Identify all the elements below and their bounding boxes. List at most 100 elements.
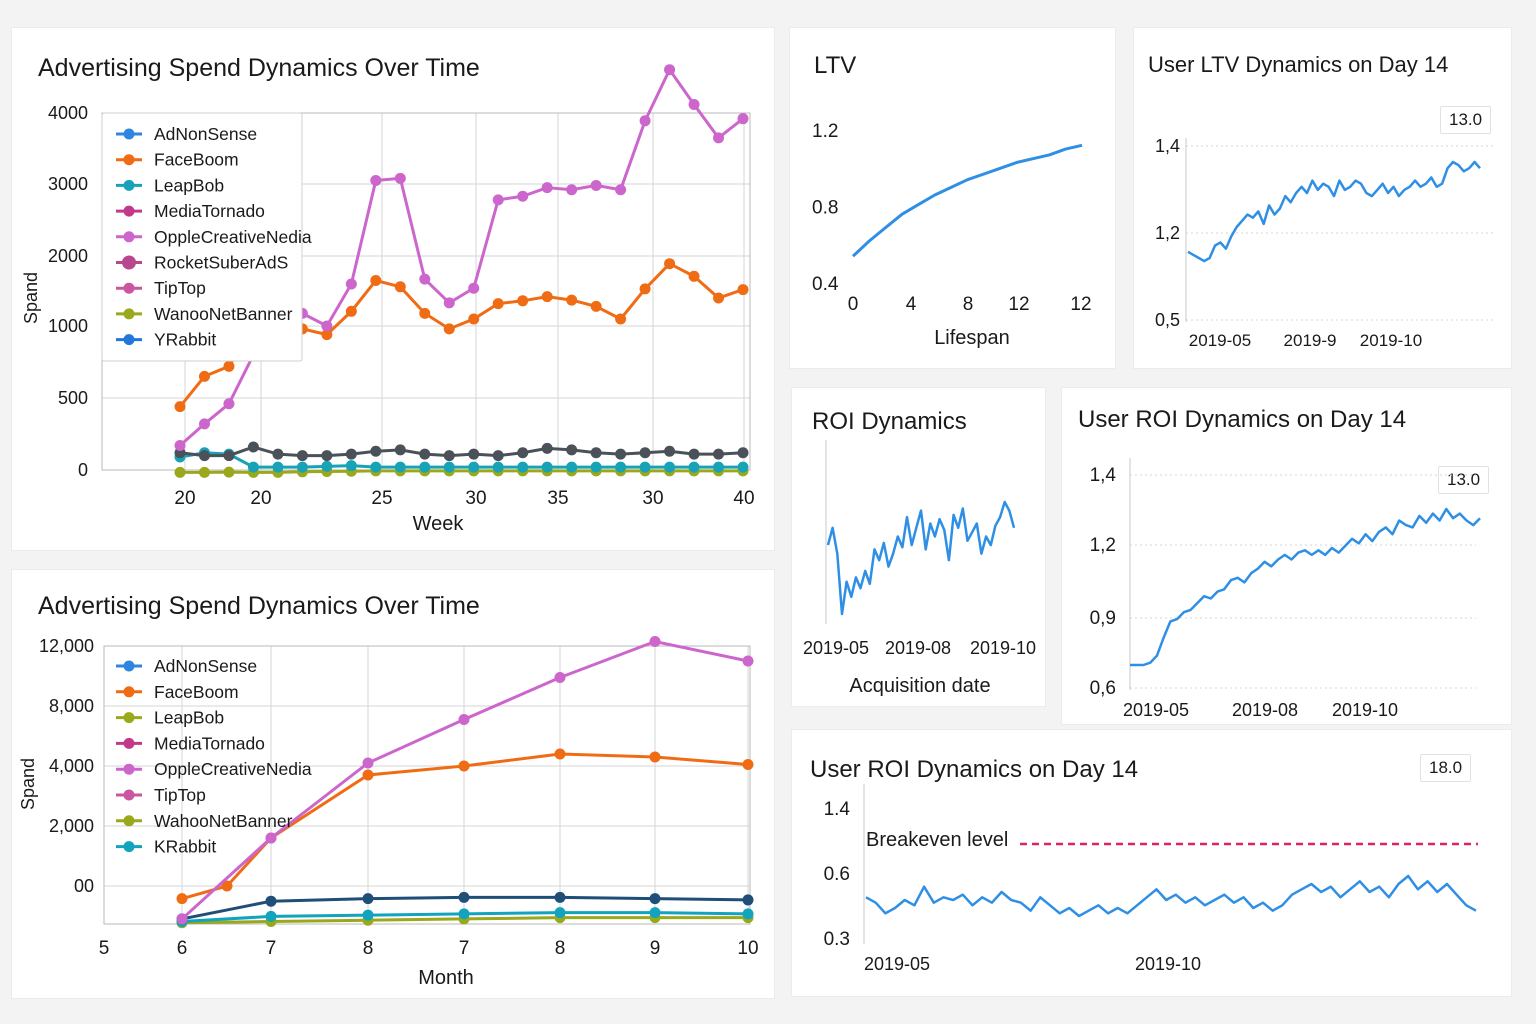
data-point-faceboom [713, 292, 725, 304]
legend-label: WahooNetBanner [154, 811, 293, 831]
x-tick-label: 12 [1070, 294, 1091, 315]
series-line-faceboom [181, 752, 749, 901]
y-tick-label: 4000 [48, 103, 88, 123]
data-point-adnonsense [649, 893, 661, 905]
legend-label: LeapBob [154, 175, 224, 195]
x-tick-label: 35 [547, 488, 568, 509]
x-tick-label: 2019-05 [803, 638, 869, 658]
roi-chart: 2019-05 2019-08 2019-10 Acquisition date [803, 440, 1036, 697]
x-tick-label: 5 [99, 938, 110, 959]
data-point-faceboom [737, 284, 749, 296]
x-tick-label: 0 [848, 294, 859, 315]
data-point-rocketsuberads [590, 447, 602, 459]
user-roi-panel: User ROI Dynamics on Day 14 13.0 0,6 0,9 1… [1062, 388, 1511, 724]
x-tick-label: 2019-05 [864, 954, 930, 974]
y-tick-label: 0,5 [1155, 310, 1180, 330]
x-axis-label: Lifespan [934, 327, 1010, 349]
y-tick-label: 00 [74, 876, 94, 896]
x-tick-label: 8 [555, 938, 566, 959]
y-tick-label: 0.3 [824, 929, 850, 950]
data-point-wanoonetbanner [174, 466, 186, 478]
x-tick-label: 8 [363, 938, 374, 959]
data-point-leapbob [321, 460, 333, 472]
x-tick-label: 30 [642, 488, 663, 509]
legend-marker [123, 205, 135, 217]
y-tick-label: 1,2 [1155, 223, 1180, 243]
user-roi-2-chart: 0.3 0.6 1.4 Breakeven level 2019-05 2019-10 [824, 784, 1478, 974]
x-tick-label: 2019-10 [1360, 331, 1422, 350]
data-point-faceboom [370, 275, 382, 286]
data-point-opplecreativenedia [688, 98, 700, 110]
data-point-leapbob [272, 461, 284, 473]
y-tick-label: 0.6 [824, 864, 850, 885]
data-point-adnonsense [742, 894, 754, 906]
legend-label: OppleCreativeNedia [154, 759, 312, 779]
user-ltv-panel: User LTV Dynamics on Day 14 13.0 0,5 1,2 1… [1134, 28, 1511, 368]
data-point-leapbob [419, 461, 431, 473]
data-point-leapbob [566, 461, 578, 473]
ltv-title: LTV [814, 52, 857, 79]
data-point-rocketsuberads [664, 445, 676, 457]
data-point-faceboom [492, 298, 504, 310]
x-tick-label: 7 [266, 938, 277, 959]
data-point-faceboom [198, 370, 210, 382]
ltv-panel: LTV 0.4 0.8 1.2 0 4 8 12 12 Lifespan [790, 28, 1115, 368]
y-tick-label: 2,000 [49, 816, 94, 836]
data-point-adnonsense [362, 893, 374, 905]
data-point-opplecreativenedia [370, 174, 382, 186]
data-point-rocketsuberads [394, 444, 406, 456]
x-tick-label: 2019-10 [1332, 700, 1398, 720]
x-axis-label: Month [418, 967, 474, 989]
data-point-faceboom [345, 305, 357, 317]
data-point-opplecreativenedia [265, 832, 277, 844]
data-point-faceboom [664, 258, 676, 270]
data-point-rocketsuberads [198, 450, 210, 462]
y-tick-label: 0.4 [812, 274, 839, 295]
legend-label: KRabbit [154, 837, 216, 857]
user-roi-2-badge: 18.0 [1420, 754, 1472, 782]
data-point-rocketsuberads [296, 450, 308, 462]
series-line-opplecreativenedia [180, 639, 749, 921]
data-point-opplecreativenedia [394, 172, 406, 184]
y-tick-label: 1.4 [824, 799, 851, 820]
legend-label: AdNonSense [154, 124, 257, 144]
x-tick-label: 7 [459, 938, 470, 959]
data-point-leapbob [370, 461, 382, 473]
user-roi-2-panel: User ROI Dynamics on Day 14 18.0 0.3 0.6 1… [792, 730, 1511, 996]
data-point-rocketsuberads [492, 450, 504, 462]
legend-label: TipTop [154, 278, 206, 298]
roi-line [826, 500, 1016, 616]
spend-month-chart: 00 2,000 4,000 8,000 12,000 5 6 7 8 7 8 9 10 Month Spa… [18, 636, 759, 989]
data-point-rocketsuberads [345, 448, 357, 460]
legend-marker [123, 660, 135, 672]
data-point-opplecreativenedia [554, 672, 566, 683]
x-tick-label: 2019-05 [1123, 700, 1189, 720]
data-point-leapbob [443, 461, 455, 473]
x-tick-label: 40 [733, 488, 754, 509]
legend-marker [123, 763, 135, 775]
data-point-faceboom [221, 880, 233, 892]
data-point-faceboom [419, 307, 431, 319]
y-tick-label: 1,2 [1090, 535, 1116, 556]
legend-marker [123, 154, 135, 166]
data-point-rocketsuberads [247, 441, 259, 453]
x-axis-label: Week [413, 513, 465, 535]
legend-label: FaceBoom [154, 150, 239, 170]
data-point-leapbob [737, 461, 749, 473]
y-tick-label: 0 [78, 460, 88, 480]
legend-box [101, 112, 303, 362]
user-roi-chart: 0,6 0,9 1,2 1,4 2019-05 2019-08 2019-10 [1090, 458, 1481, 720]
data-point-faceboom [541, 291, 553, 303]
user-roi-2-line [865, 874, 1477, 918]
data-point-krabbit [458, 908, 470, 920]
legend-label: WanooNetBanner [154, 304, 293, 324]
x-tick-label: 25 [371, 488, 392, 509]
y-tick-label: 1,4 [1155, 136, 1180, 156]
legend-marker [123, 179, 135, 191]
data-point-opplecreativenedia [649, 636, 661, 647]
y-tick-label: 0.8 [812, 198, 838, 219]
x-tick-label: 9 [650, 938, 661, 959]
legend-label: MediaTornado [154, 201, 265, 221]
data-point-adnonsense [554, 891, 566, 903]
data-point-opplecreativenedia [223, 398, 235, 410]
